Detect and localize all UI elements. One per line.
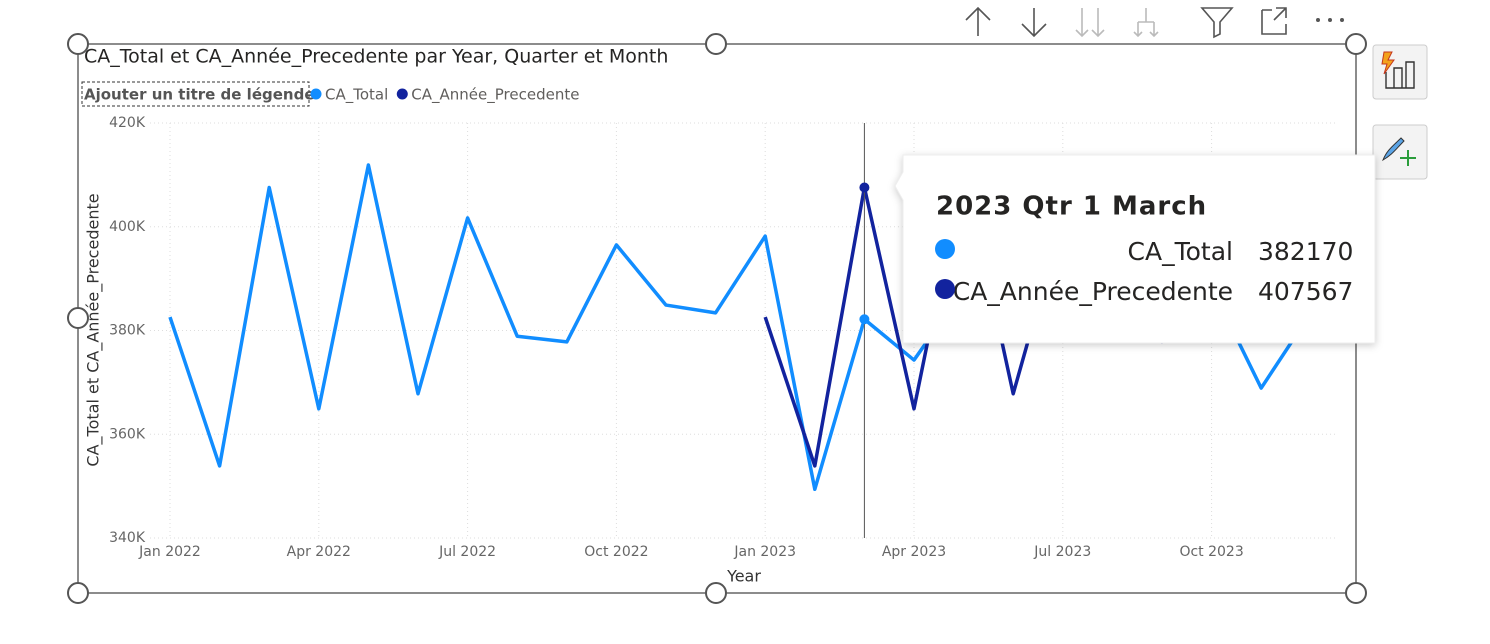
next-level[interactable]: [1075, 8, 1105, 38]
x-tick-label: Apr 2022: [287, 544, 351, 560]
chart-icon: [1385, 61, 1415, 89]
chart-title: CA_Total et CA_Année_Precedente par Year…: [84, 46, 668, 68]
legend-label: CA_Total: [325, 86, 388, 105]
x-tick-label: Oct 2023: [1179, 544, 1243, 560]
y-tick-label: 340K: [109, 530, 146, 546]
drill-down[interactable]: [1021, 8, 1047, 38]
tooltip-marker: [935, 239, 955, 259]
resize-handle[interactable]: [705, 582, 727, 604]
tooltip-series-name: CA_Total: [1128, 237, 1233, 266]
resize-handle[interactable]: [1345, 582, 1367, 604]
y-tick-label: 400K: [109, 219, 146, 235]
resize-handle[interactable]: [1345, 33, 1367, 55]
resize-handle[interactable]: [67, 33, 89, 55]
expand-level[interactable]: [1133, 8, 1159, 38]
x-axis-title: Year: [726, 567, 761, 586]
x-tick-label: Oct 2022: [584, 544, 648, 560]
y-tick-label: 360K: [109, 426, 146, 442]
analytics-button[interactable]: [1372, 44, 1428, 100]
y-tick-label: 380K: [109, 323, 146, 339]
focus-mode[interactable]: [1261, 7, 1287, 35]
x-tick-label: Jan 2022: [138, 544, 201, 560]
plus-icon: [1400, 150, 1416, 166]
legend-marker: [310, 88, 322, 100]
x-tick-label: Jul 2022: [438, 544, 496, 560]
tooltip-value: 407567: [1258, 277, 1353, 306]
format-button[interactable]: [1372, 124, 1428, 180]
tooltip-box: [894, 154, 1376, 344]
tooltip-marker: [935, 279, 955, 299]
resize-handle[interactable]: [67, 582, 89, 604]
resize-handle[interactable]: [67, 307, 89, 329]
y-axis-title: CA_Total et CA_Année_Precedente: [84, 193, 104, 466]
more-options[interactable]: [1316, 18, 1344, 22]
hover-marker: [859, 314, 870, 325]
tooltip-series-name: CA_Année_Precedente: [953, 277, 1233, 306]
y-tick-label: 420K: [109, 115, 146, 131]
filter[interactable]: [1200, 7, 1234, 39]
legend-title-box[interactable]: [81, 81, 310, 107]
legend-title[interactable]: Ajouter un titre de légende: [84, 86, 315, 104]
legend-marker: [396, 88, 408, 100]
x-tick-label: Jan 2023: [733, 544, 796, 560]
tooltip: 2023 Qtr 1 March CA_Total CA_Année_Prece…: [894, 154, 1376, 344]
tooltip-title: 2023 Qtr 1 March: [936, 192, 1207, 222]
tooltip-value: 382170: [1258, 237, 1353, 266]
resize-handles: [67, 33, 1367, 604]
brush-icon: [1382, 137, 1405, 162]
drill-up[interactable]: [965, 6, 991, 36]
hover-marker: [859, 182, 870, 193]
resize-handle[interactable]: [705, 33, 727, 55]
x-tick-label: Apr 2023: [882, 544, 946, 560]
legend-label: CA_Année_Precedente: [411, 86, 579, 105]
toolbar: [965, 6, 1344, 39]
x-tick-label: Jul 2023: [1033, 544, 1091, 560]
lightning-icon: [1381, 51, 1395, 75]
